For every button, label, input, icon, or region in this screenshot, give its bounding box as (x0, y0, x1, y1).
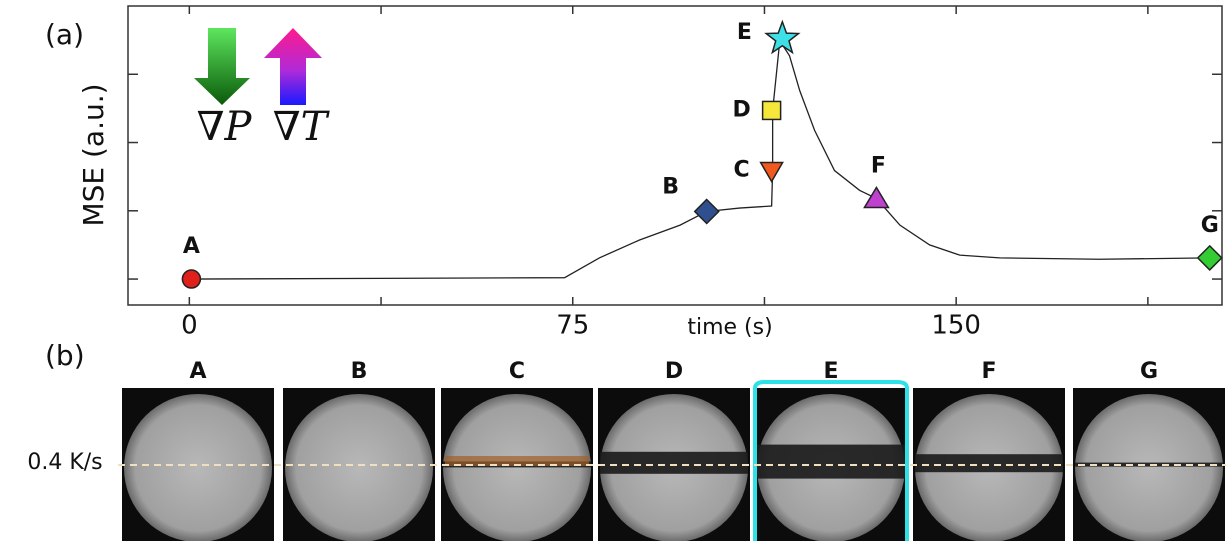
marker (181, 269, 202, 289)
frame-label: A (189, 359, 206, 384)
orange-band (445, 456, 589, 466)
frame-label: C (509, 359, 525, 384)
legend-symbol: ∇T (273, 104, 331, 150)
panel-label: (b) (45, 339, 85, 372)
frame-label: B (351, 359, 368, 384)
dark-band (1075, 462, 1223, 467)
arrow-down (194, 28, 250, 105)
x-axis-label: time (s) (687, 315, 772, 340)
frame-label: D (665, 359, 683, 384)
marker-label: A (183, 234, 200, 259)
sample-disc (124, 394, 272, 541)
rate-label: 0.4 K/s (27, 450, 102, 475)
marker-label: F (871, 154, 886, 179)
frame-label: F (981, 359, 996, 384)
marker-label: B (662, 174, 679, 199)
sample-disc (1075, 394, 1223, 541)
marker (759, 161, 784, 184)
marker (761, 100, 782, 121)
marker (863, 186, 890, 209)
x-tick-label: 150 (931, 311, 981, 341)
sample-disc (285, 394, 433, 541)
dark-band (757, 444, 905, 479)
x-tick-label: 0 (181, 311, 198, 341)
mse-line (189, 38, 1210, 280)
frames: A B C D E F G (118, 359, 1226, 541)
arrow-up (264, 28, 322, 105)
x-tick-label: 75 (556, 311, 589, 341)
plot-frame (127, 5, 1223, 306)
marker-label: E (737, 20, 752, 45)
marker (1196, 244, 1223, 271)
marker (693, 198, 720, 225)
y-axis-label: MSE (a.u.) (77, 83, 110, 226)
panel-label: (a) (45, 18, 84, 51)
dark-band (600, 451, 748, 474)
marker-label: G (1201, 213, 1219, 238)
marker (764, 19, 801, 55)
frame-label: G (1140, 359, 1158, 384)
highlight-frame (753, 380, 909, 541)
marker-label: D (732, 97, 750, 122)
marker-label: C (734, 158, 750, 183)
frame-label: E (823, 359, 838, 384)
sample-disc (443, 394, 591, 541)
legend-symbol: ∇P (197, 104, 253, 150)
dark-band (915, 454, 1063, 473)
